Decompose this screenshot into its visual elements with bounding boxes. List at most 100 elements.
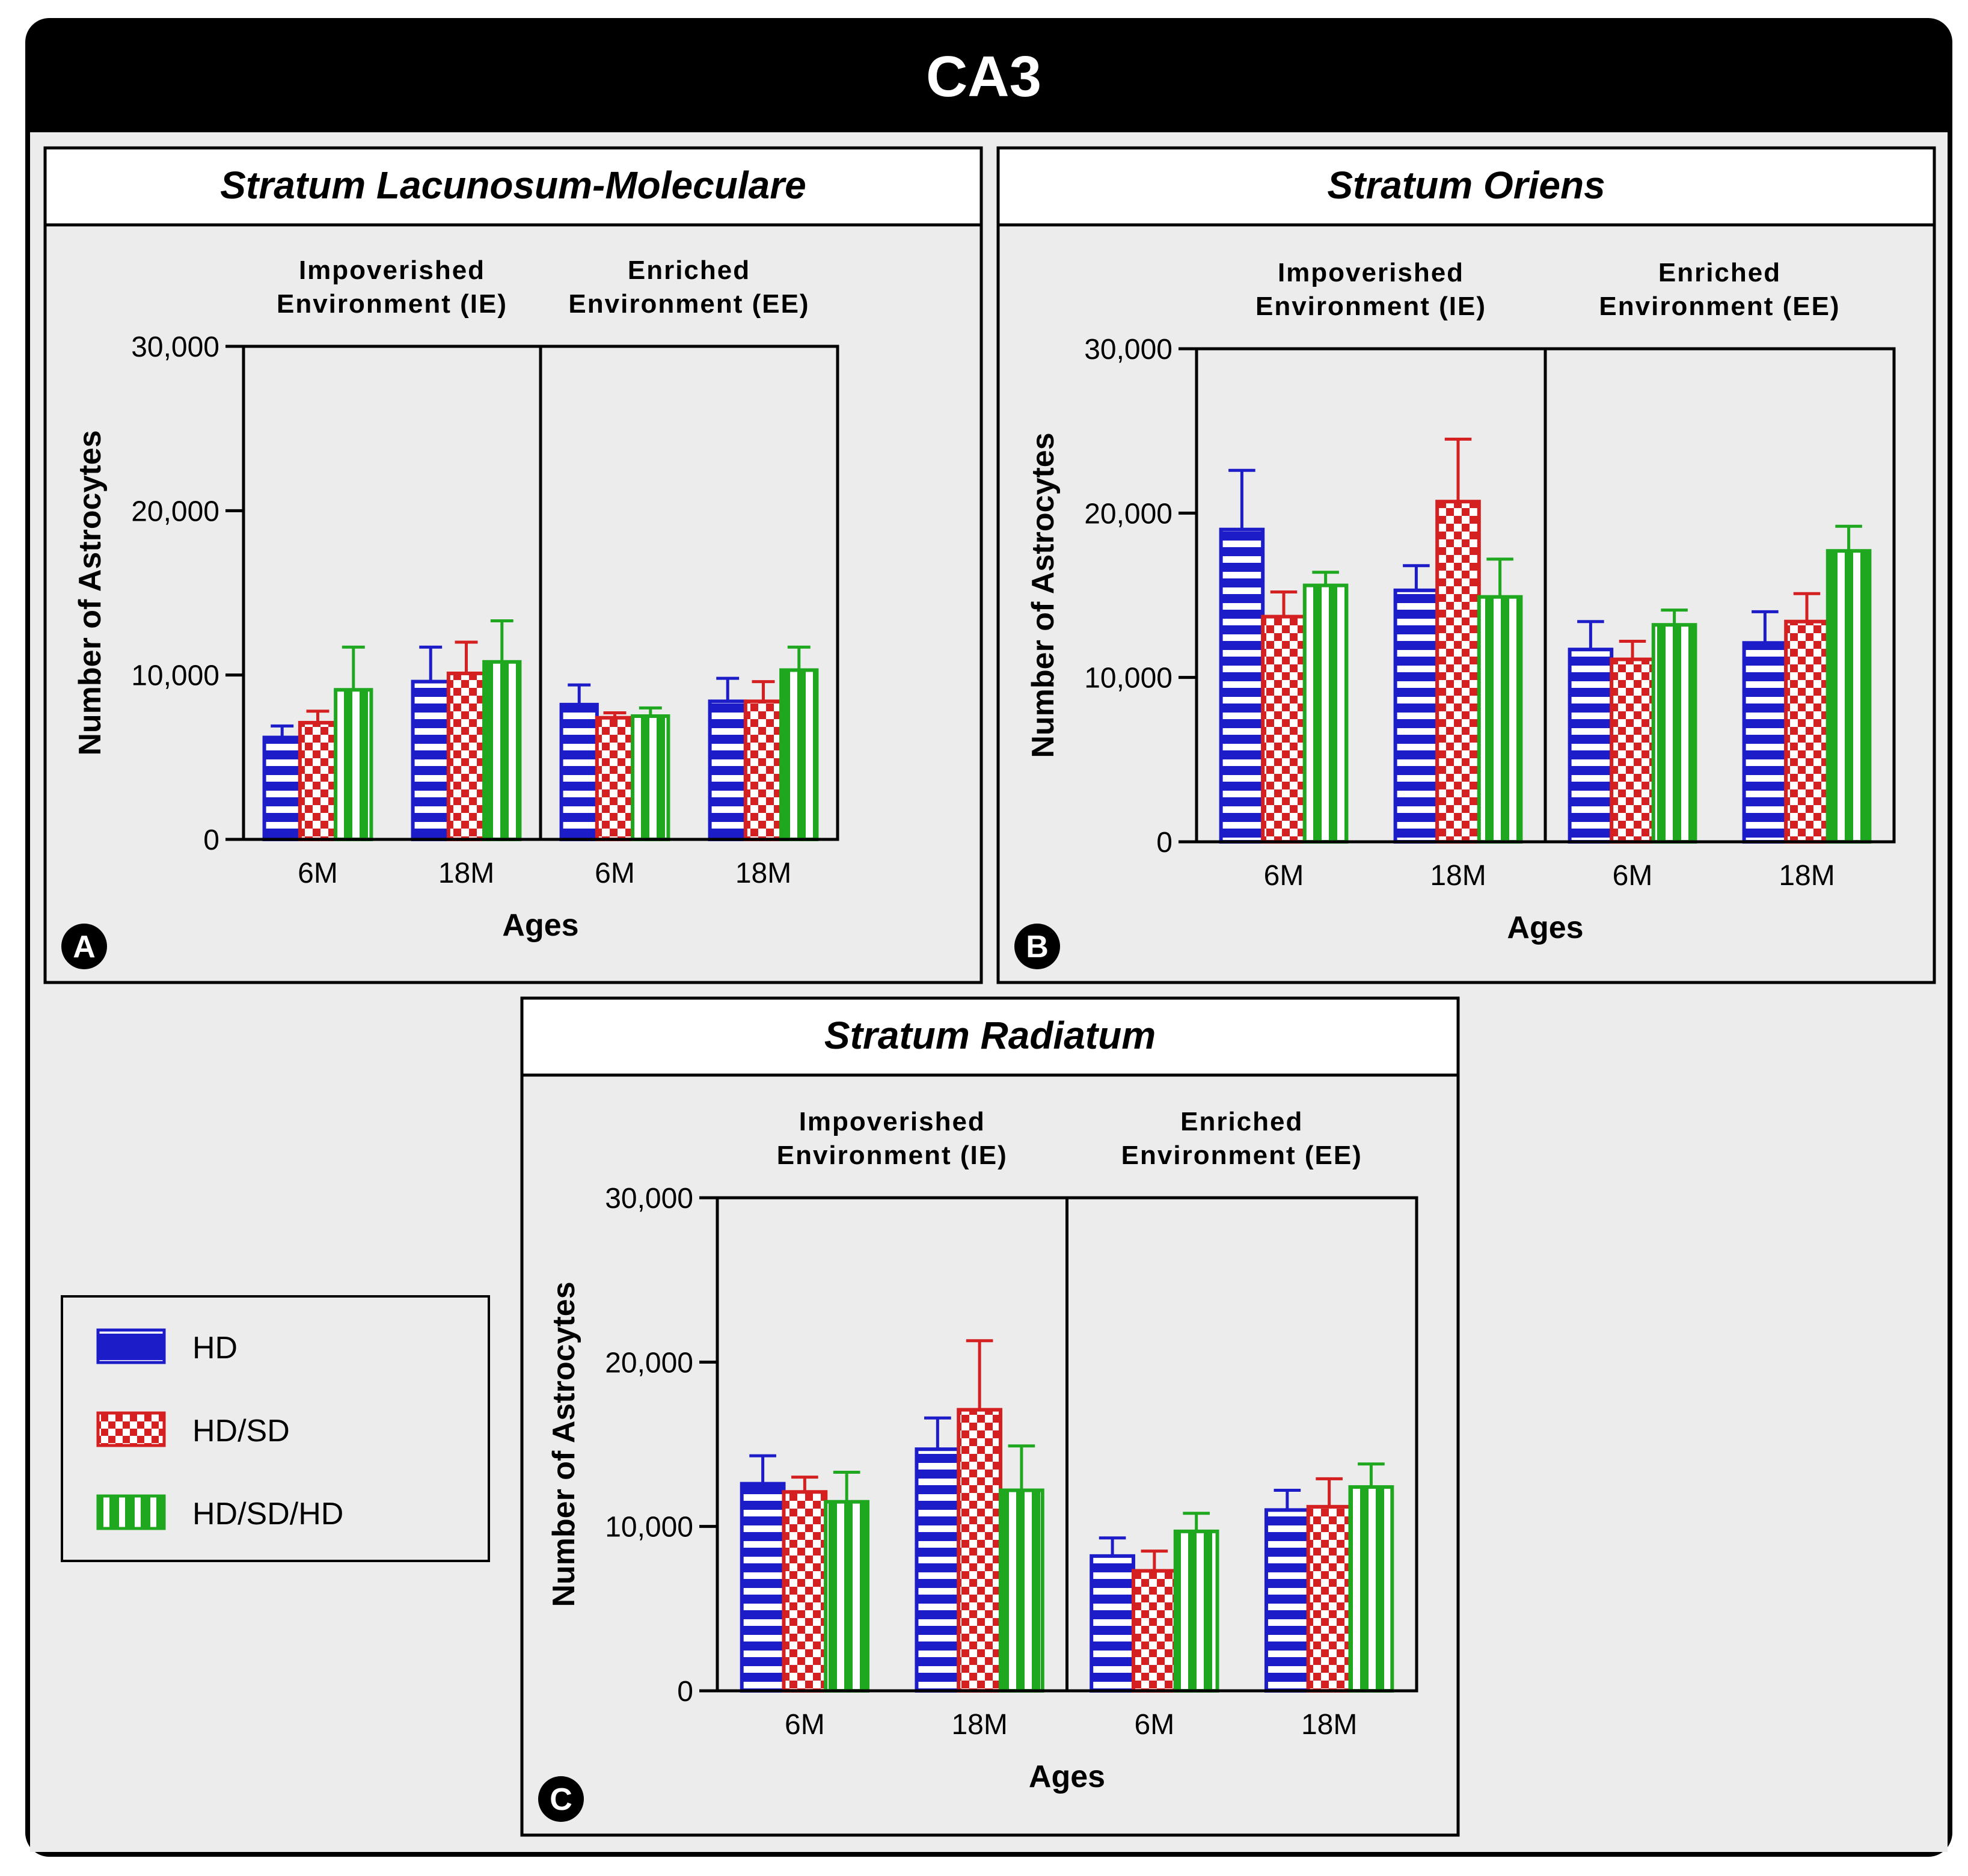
- x-tick-label: 18M: [951, 1709, 1007, 1741]
- y-tick-label: 20,000: [1084, 498, 1173, 530]
- group-label-line2: Environment (EE): [568, 289, 809, 319]
- bar-hd: [1568, 648, 1614, 844]
- x-tick-label: 6M: [785, 1709, 825, 1741]
- bar-hd-sd: [1131, 1569, 1177, 1693]
- y-tick-label: 30,000: [131, 331, 219, 363]
- x-tick-label: 18M: [438, 857, 494, 889]
- x-axis-label: Ages: [1029, 1759, 1105, 1794]
- panel-title: Stratum Radiatum: [824, 1014, 1156, 1057]
- bar-hd: [1264, 1508, 1310, 1693]
- group-label-line1: Impoverished: [799, 1107, 986, 1136]
- x-tick-label: 18M: [1301, 1709, 1357, 1741]
- legend-label-hd-sd-hd: HD/SD/HD: [192, 1497, 343, 1531]
- x-tick-label: 18M: [735, 857, 791, 889]
- x-tick-label: 6M: [1613, 860, 1653, 892]
- y-axis-label: Number of Astrocytes: [547, 1281, 581, 1607]
- group-label-line2: Environment (EE): [1599, 292, 1840, 321]
- bar-hd: [1219, 527, 1265, 844]
- bar-hd-sd-hd: [1302, 583, 1349, 844]
- legend-label-hd-sd: HD/SD: [192, 1414, 290, 1448]
- bar-hd-sd-hd: [1173, 1529, 1219, 1693]
- y-tick-label: 10,000: [605, 1512, 693, 1543]
- panel-letter: B: [1026, 930, 1049, 964]
- panel-letter-badge: [538, 1776, 584, 1822]
- panel-title-box: [43, 146, 983, 227]
- panel-c: Stratum Radiatum Impoverished Environment …: [520, 996, 1460, 1837]
- group-label-line1: Enriched: [1658, 258, 1781, 287]
- bar-hd-sd-hd: [1825, 549, 1872, 844]
- bar-hd-sd: [743, 699, 783, 842]
- bar-hd-sd: [298, 720, 338, 842]
- x-axis-label: Ages: [1507, 910, 1583, 945]
- group-label-line1: Impoverished: [1278, 258, 1464, 287]
- bar-hd-sd-hd: [1651, 623, 1697, 844]
- bar-hd-sd-hd: [1477, 595, 1523, 844]
- bar-hd-sd-hd: [482, 660, 522, 842]
- x-tick-label: 6M: [595, 857, 635, 889]
- bar-hd-sd-hd: [631, 714, 670, 841]
- y-tick-label: 30,000: [605, 1183, 693, 1215]
- x-tick-label: 6M: [1135, 1709, 1175, 1741]
- bar-hd: [1090, 1554, 1135, 1693]
- bar-hd-sd-hd: [1348, 1485, 1394, 1693]
- bar-hd: [1742, 641, 1788, 844]
- panel-letter: A: [73, 930, 96, 964]
- y-tick-label: 0: [677, 1676, 693, 1708]
- x-tick-label: 18M: [1779, 860, 1835, 892]
- bar-hd-sd: [957, 1408, 1003, 1693]
- bar-hd-sd: [1306, 1504, 1352, 1693]
- bar-hd-sd: [446, 671, 486, 842]
- group-label-line2: Environment (IE): [277, 289, 507, 319]
- panel-letter: C: [550, 1782, 572, 1817]
- bar-hd-sd: [1435, 500, 1481, 844]
- panel-title: Stratum Lacunosum-Moleculare: [220, 164, 806, 207]
- y-tick-label: 20,000: [605, 1347, 693, 1379]
- bar-hd: [559, 702, 599, 842]
- x-axis-label: Ages: [502, 908, 578, 943]
- group-label-line1: Impoverished: [299, 256, 485, 285]
- y-tick-label: 0: [1156, 827, 1173, 859]
- bar-hd-sd: [782, 1490, 828, 1693]
- bar-hd-sd-hd: [824, 1500, 870, 1693]
- y-axis-label: Number of Astrocytes: [73, 430, 108, 755]
- bar-hd: [740, 1482, 786, 1693]
- legend: HD HD/SD HD/SD/HD: [61, 1295, 490, 1562]
- group-label-line1: Enriched: [1180, 1107, 1303, 1136]
- group-label-line2: Environment (IE): [777, 1141, 1008, 1170]
- y-tick-label: 20,000: [131, 495, 219, 527]
- panel-b: Stratum Oriens Impoverished Environment (I…: [996, 146, 1936, 984]
- y-axis-label: Number of Astrocytes: [1026, 432, 1061, 758]
- bar-hd: [708, 699, 747, 842]
- x-tick-label: 18M: [1430, 860, 1486, 892]
- figure-title: CA3: [926, 44, 1041, 109]
- legend-swatch-hd: [96, 1328, 166, 1364]
- panels: Stratum Lacunosum-Moleculare Impoverished…: [43, 146, 1936, 1837]
- bar-hd-sd: [1610, 657, 1655, 844]
- bar-hd: [262, 735, 302, 841]
- panel-frame: [43, 146, 983, 984]
- legend-label-hd: HD: [192, 1331, 238, 1366]
- y-tick-label: 10,000: [1084, 663, 1173, 694]
- bar-hd-sd-hd: [334, 688, 373, 842]
- legend-swatch-hd-sd-hd: [96, 1494, 166, 1530]
- y-tick-label: 30,000: [1084, 334, 1173, 366]
- group-label-line1: Enriched: [628, 256, 750, 285]
- bar-hd-sd: [595, 716, 635, 841]
- group-label-line2: Environment (IE): [1255, 292, 1486, 321]
- bar-hd-sd-hd: [999, 1488, 1044, 1693]
- panel-title-box: [996, 146, 1936, 227]
- x-tick-label: 6M: [1264, 860, 1304, 892]
- panel-a: Stratum Lacunosum-Moleculare Impoverished…: [43, 146, 983, 984]
- panel-title: Stratum Oriens: [1327, 164, 1605, 207]
- panel-letter-badge: [61, 924, 107, 969]
- bar-hd: [1393, 588, 1439, 844]
- x-tick-label: 6M: [298, 857, 338, 889]
- panel-title-box: [520, 996, 1460, 1077]
- bar-hd: [411, 679, 450, 841]
- group-label-line2: Environment (EE): [1121, 1141, 1363, 1170]
- bar-hd-sd: [1784, 619, 1830, 844]
- legend-swatch-hd-sd: [96, 1411, 166, 1447]
- bar-hd: [915, 1447, 961, 1693]
